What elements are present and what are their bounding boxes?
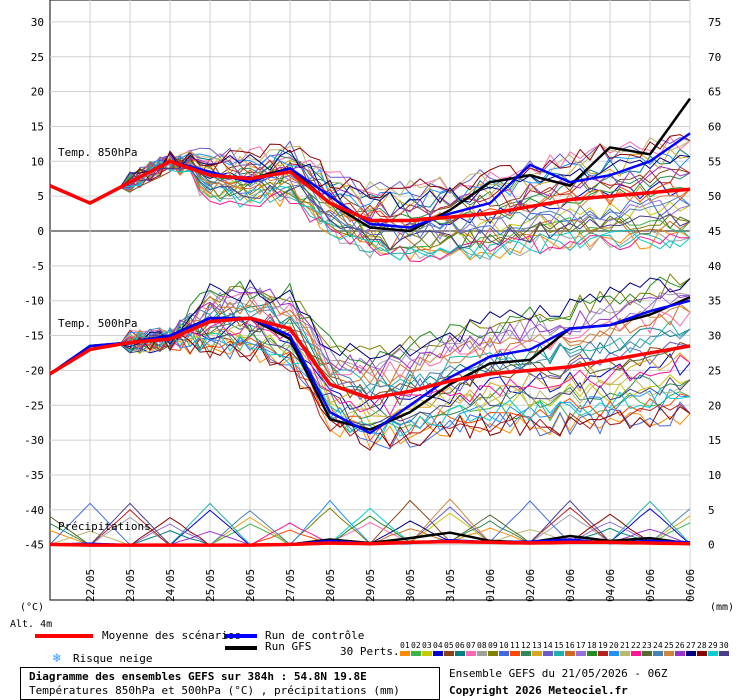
left-tick-label: 20 — [31, 86, 44, 99]
footer-run: Ensemble GEFS du 21/05/2026 - 06Z — [449, 667, 668, 680]
footer-title: Diagramme des ensembles GEFS sur 384h : … — [29, 670, 367, 683]
legend-control-swatch — [225, 634, 257, 638]
left-tick-label: -45 — [24, 539, 44, 552]
right-tick-label: 60 — [708, 120, 721, 133]
x-tick-label: 06/06 — [684, 569, 697, 602]
left-axis: 30 25 20 15 10 5 0 -5 -10 -15 -20 -25 -30 -35 -40 -45 — [24, 16, 44, 552]
x-tick-label: 04/06 — [604, 569, 617, 602]
x-tick-label: 25/05 — [204, 569, 217, 602]
left-tick-label: -15 — [24, 330, 44, 343]
left-tick-label: -5 — [31, 260, 44, 273]
left-tick-label: -25 — [24, 399, 44, 412]
legend-snow-label: Risque neige — [73, 652, 153, 665]
series-line-t500 — [49, 316, 691, 401]
left-tick-label: -10 — [24, 295, 44, 308]
right-tick-label: 65 — [708, 86, 721, 99]
right-tick-label: 35 — [708, 295, 721, 308]
right-tick-label: 45 — [708, 225, 721, 238]
right-tick-label: 0 — [708, 539, 715, 552]
x-tick-label: 23/05 — [124, 569, 137, 602]
x-axis-labels: 22/05 23/05 24/05 25/05 26/05 27/05 28/05 29/05… — [84, 569, 697, 602]
right-tick-label: 20 — [708, 399, 721, 412]
right-tick-label: 15 — [708, 434, 721, 447]
altitude-label: Alt. 4m — [10, 619, 52, 630]
x-tick-label: 24/05 — [164, 569, 177, 602]
left-tick-label: -35 — [24, 469, 44, 482]
x-tick-label: 26/05 — [244, 569, 257, 602]
right-tick-label: 25 — [708, 364, 721, 377]
right-axis-unit: (mm) — [710, 602, 734, 613]
left-tick-label: 5 — [37, 190, 44, 203]
pert-line-t500 — [49, 277, 691, 375]
panel-label-precip: Précipitations — [58, 520, 151, 533]
right-tick-label: 50 — [708, 190, 721, 203]
pert-line-t850 — [49, 152, 691, 210]
main-series-lines — [49, 97, 692, 547]
legend-mean-swatch — [35, 634, 93, 638]
x-tick-label: 02/06 — [524, 569, 537, 602]
x-tick-label: 01/06 — [484, 569, 497, 602]
legend-control-label: Run de contrôle — [265, 629, 365, 642]
left-tick-label: -30 — [24, 434, 44, 447]
pert-line-t850 — [49, 134, 691, 204]
pert-line-t850 — [49, 160, 691, 261]
right-tick-label: 30 — [708, 330, 721, 343]
legend-gfs-label: Run GFS — [265, 640, 312, 653]
x-tick-label: 05/06 — [644, 569, 657, 602]
right-tick-label: 5 — [708, 504, 715, 517]
right-tick-label: 10 — [708, 469, 721, 482]
left-tick-label: 15 — [31, 120, 44, 133]
legend-mean-label: Moyenne des scénarios — [102, 629, 242, 642]
left-tick-label: -40 — [24, 504, 44, 517]
x-tick-label: 27/05 — [284, 569, 297, 602]
legend-gfs-swatch — [225, 646, 257, 650]
x-tick-label: 31/05 — [444, 569, 457, 602]
pert-line-t500 — [49, 295, 691, 385]
footer-title-box: Diagramme des ensembles GEFS sur 384h : … — [20, 667, 440, 700]
pert-line-t500 — [49, 325, 691, 426]
left-tick-label: 0 — [37, 225, 44, 238]
series-line-precip — [49, 539, 691, 547]
pert-line-t850 — [49, 167, 691, 251]
left-axis-unit: (°C) — [20, 602, 44, 613]
right-tick-label: 75 — [708, 16, 721, 29]
right-tick-label: 40 — [708, 260, 721, 273]
panel-label-t850: Temp. 850hPa — [58, 146, 137, 159]
x-tick-label: 29/05 — [364, 569, 377, 602]
left-tick-label: 30 — [31, 16, 44, 29]
series-line-t850 — [49, 159, 691, 223]
x-tick-label: 22/05 — [84, 569, 97, 602]
x-tick-label: 28/05 — [324, 569, 337, 602]
series-line-t500 — [49, 299, 691, 435]
snowflake-icon: ❄ — [53, 651, 61, 666]
footer-copyright: Copyright 2026 Meteociel.fr — [449, 684, 628, 697]
footer-subtitle: Températures 850hPa et 500hPa (°C) , pré… — [29, 684, 400, 697]
panel-label-t500: Temp. 500hPa — [58, 317, 137, 330]
left-tick-label: 25 — [31, 51, 44, 64]
right-tick-label: 70 — [708, 51, 721, 64]
legend-perts-label: 30 Perts. — [340, 645, 400, 658]
left-tick-label: 10 — [31, 155, 44, 168]
right-tick-label: 55 — [708, 155, 721, 168]
left-tick-label: -20 — [24, 364, 44, 377]
x-tick-label: 03/06 — [564, 569, 577, 602]
x-tick-label: 30/05 — [404, 569, 417, 602]
